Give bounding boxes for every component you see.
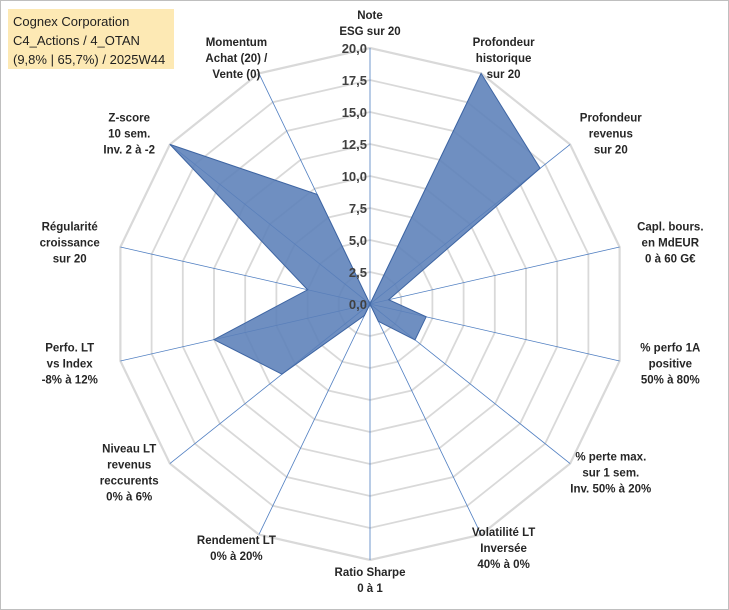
axis-label: Profondeur revenus sur 20	[580, 112, 642, 156]
series-area	[169, 72, 541, 375]
score-stats: (9,8% | 65,7%) / 2025W44	[13, 52, 166, 67]
tick-label: 17,5	[342, 73, 367, 88]
radar-tick-labels: 0,0 2,5 5,0 7,5 10,0 12,5 15,0 17,5 20,0	[342, 41, 367, 312]
tick-label: 10,0	[342, 169, 367, 184]
axis-spoke	[369, 303, 482, 535]
axis-label: Perfo. LT vs Index -8% à 12%	[42, 343, 98, 387]
axis-label: % perfo 1A positive 50% à 80%	[640, 343, 700, 387]
tick-label: 15,0	[342, 105, 367, 120]
axis-label: Capl. bours. en MdEUR 0 à 60 G€	[637, 222, 703, 266]
axis-label: Profondeur historique sur 20	[473, 37, 535, 81]
axis-label: Rendement LT 0% à 20%	[197, 535, 276, 563]
radar-series	[169, 72, 541, 375]
axis-label: Note ESG sur 20	[339, 10, 400, 38]
tick-label: 0,0	[349, 297, 367, 312]
axis-spoke	[258, 303, 371, 535]
axis-label: Z-score 10 sem. Inv. 2 à -2	[103, 112, 155, 156]
axis-label: Momentum Achat (20) / Vente (0)	[205, 37, 268, 81]
axis-label: Volatilité LT Inversée 40% à 0%	[472, 527, 535, 571]
axis-label: Régularité croissance sur 20	[40, 222, 100, 266]
tick-label: 7,5	[349, 201, 367, 216]
tick-label: 20,0	[342, 41, 367, 56]
portfolio-label: C4_Actions / 4_OTAN	[13, 33, 140, 48]
radar-axis-labels: Note ESG sur 20 Profondeur historique sur 20…	[40, 10, 704, 595]
info-box: Cognex Corporation C4_Actions / 4_OTAN (…	[8, 9, 174, 69]
company-name: Cognex Corporation	[13, 14, 130, 29]
tick-label: 5,0	[349, 233, 367, 248]
axis-label: Ratio Sharpe 0 à 1	[335, 567, 406, 595]
axis-spoke	[369, 246, 620, 305]
tick-label: 12,5	[342, 137, 367, 152]
axis-label: Niveau LT revenus reccurents 0% à 6%	[100, 444, 159, 504]
tick-label: 2,5	[349, 265, 367, 280]
axis-label: % perte max. sur 1 sem. Inv. 50% à 20%	[570, 452, 651, 496]
